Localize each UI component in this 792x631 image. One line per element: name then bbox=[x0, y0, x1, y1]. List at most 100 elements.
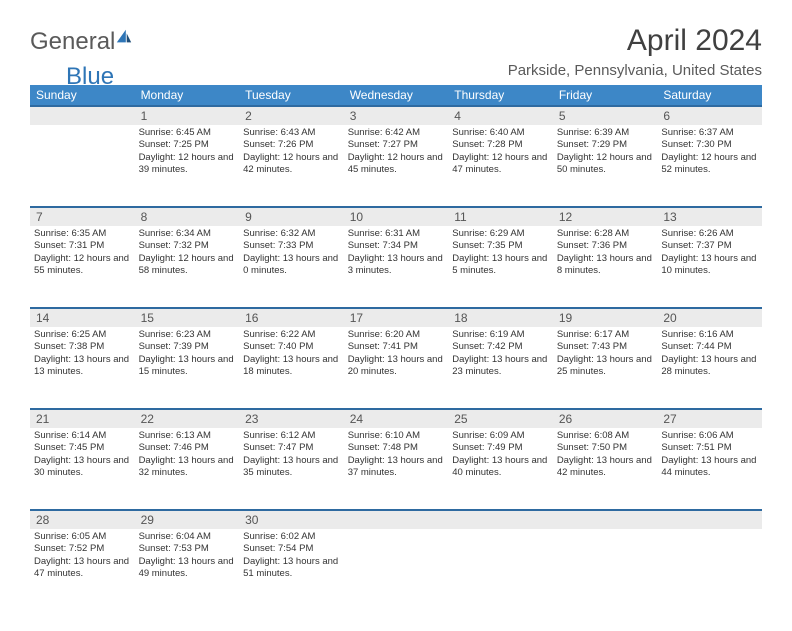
logo-text-blue: Blue bbox=[66, 63, 114, 91]
day-number: 28 bbox=[30, 510, 135, 529]
sunrise-text: Sunrise: 6:43 AM bbox=[243, 127, 340, 139]
daylight-text: Daylight: 13 hours and 42 minutes. bbox=[557, 455, 654, 480]
day-number: 23 bbox=[239, 409, 344, 428]
sunset-text: Sunset: 7:29 PM bbox=[557, 139, 654, 151]
logo-sail-icon bbox=[115, 28, 133, 46]
day-cell: Sunrise: 6:12 AMSunset: 7:47 PMDaylight:… bbox=[239, 428, 344, 510]
sunset-text: Sunset: 7:34 PM bbox=[348, 240, 445, 252]
sunrise-text: Sunrise: 6:10 AM bbox=[348, 430, 445, 442]
day-cell: Sunrise: 6:45 AMSunset: 7:25 PMDaylight:… bbox=[135, 125, 240, 207]
day-number: 6 bbox=[657, 106, 762, 125]
sunset-text: Sunset: 7:45 PM bbox=[34, 442, 131, 454]
daylight-text: Daylight: 13 hours and 37 minutes. bbox=[348, 455, 445, 480]
day-number: 4 bbox=[448, 106, 553, 125]
day-number: 10 bbox=[344, 207, 449, 226]
sunset-text: Sunset: 7:39 PM bbox=[139, 341, 236, 353]
sunrise-text: Sunrise: 6:29 AM bbox=[452, 228, 549, 240]
day-number: 20 bbox=[657, 308, 762, 327]
day-cell: Sunrise: 6:32 AMSunset: 7:33 PMDaylight:… bbox=[239, 226, 344, 308]
sunset-text: Sunset: 7:43 PM bbox=[557, 341, 654, 353]
day-cell: Sunrise: 6:43 AMSunset: 7:26 PMDaylight:… bbox=[239, 125, 344, 207]
daylight-text: Daylight: 13 hours and 47 minutes. bbox=[34, 556, 131, 581]
day-cell: Sunrise: 6:26 AMSunset: 7:37 PMDaylight:… bbox=[657, 226, 762, 308]
daylight-text: Daylight: 13 hours and 15 minutes. bbox=[139, 354, 236, 379]
day-number: 14 bbox=[30, 308, 135, 327]
sunset-text: Sunset: 7:38 PM bbox=[34, 341, 131, 353]
day-number: 8 bbox=[135, 207, 240, 226]
sunset-text: Sunset: 7:49 PM bbox=[452, 442, 549, 454]
day-cell: Sunrise: 6:23 AMSunset: 7:39 PMDaylight:… bbox=[135, 327, 240, 409]
sunrise-text: Sunrise: 6:32 AM bbox=[243, 228, 340, 240]
daylight-text: Daylight: 12 hours and 39 minutes. bbox=[139, 152, 236, 177]
daylight-text: Daylight: 12 hours and 47 minutes. bbox=[452, 152, 549, 177]
sunrise-text: Sunrise: 6:42 AM bbox=[348, 127, 445, 139]
day-cell: Sunrise: 6:25 AMSunset: 7:38 PMDaylight:… bbox=[30, 327, 135, 409]
daylight-text: Daylight: 13 hours and 0 minutes. bbox=[243, 253, 340, 278]
day-cell: Sunrise: 6:14 AMSunset: 7:45 PMDaylight:… bbox=[30, 428, 135, 510]
daylight-text: Daylight: 12 hours and 42 minutes. bbox=[243, 152, 340, 177]
sunset-text: Sunset: 7:41 PM bbox=[348, 341, 445, 353]
sunrise-text: Sunrise: 6:16 AM bbox=[661, 329, 758, 341]
sunset-text: Sunset: 7:44 PM bbox=[661, 341, 758, 353]
daylight-text: Daylight: 13 hours and 49 minutes. bbox=[139, 556, 236, 581]
day-number bbox=[30, 106, 135, 125]
daylight-text: Daylight: 13 hours and 8 minutes. bbox=[557, 253, 654, 278]
day-cell: Sunrise: 6:37 AMSunset: 7:30 PMDaylight:… bbox=[657, 125, 762, 207]
day-cell: Sunrise: 6:22 AMSunset: 7:40 PMDaylight:… bbox=[239, 327, 344, 409]
day-number: 29 bbox=[135, 510, 240, 529]
day-cell: Sunrise: 6:16 AMSunset: 7:44 PMDaylight:… bbox=[657, 327, 762, 409]
day-cell: Sunrise: 6:10 AMSunset: 7:48 PMDaylight:… bbox=[344, 428, 449, 510]
daylight-text: Daylight: 13 hours and 10 minutes. bbox=[661, 253, 758, 278]
sunset-text: Sunset: 7:42 PM bbox=[452, 341, 549, 353]
daylight-text: Daylight: 13 hours and 23 minutes. bbox=[452, 354, 549, 379]
day-cell: Sunrise: 6:13 AMSunset: 7:46 PMDaylight:… bbox=[135, 428, 240, 510]
day-cell: Sunrise: 6:40 AMSunset: 7:28 PMDaylight:… bbox=[448, 125, 553, 207]
sunset-text: Sunset: 7:40 PM bbox=[243, 341, 340, 353]
daylight-text: Daylight: 12 hours and 45 minutes. bbox=[348, 152, 445, 177]
daylight-text: Daylight: 13 hours and 40 minutes. bbox=[452, 455, 549, 480]
day-number-row: 21222324252627 bbox=[30, 409, 762, 428]
day-number: 15 bbox=[135, 308, 240, 327]
day-cell bbox=[30, 125, 135, 207]
sunrise-text: Sunrise: 6:40 AM bbox=[452, 127, 549, 139]
day-header-row: Sunday Monday Tuesday Wednesday Thursday… bbox=[30, 85, 762, 106]
sunrise-text: Sunrise: 6:45 AM bbox=[139, 127, 236, 139]
daylight-text: Daylight: 12 hours and 52 minutes. bbox=[661, 152, 758, 177]
daylight-text: Daylight: 13 hours and 20 minutes. bbox=[348, 354, 445, 379]
day-header: Monday bbox=[135, 85, 240, 106]
sunrise-text: Sunrise: 6:39 AM bbox=[557, 127, 654, 139]
daylight-text: Daylight: 13 hours and 3 minutes. bbox=[348, 253, 445, 278]
daylight-text: Daylight: 13 hours and 32 minutes. bbox=[139, 455, 236, 480]
daylight-text: Daylight: 13 hours and 30 minutes. bbox=[34, 455, 131, 480]
day-cell: Sunrise: 6:08 AMSunset: 7:50 PMDaylight:… bbox=[553, 428, 658, 510]
sunrise-text: Sunrise: 6:06 AM bbox=[661, 430, 758, 442]
sunrise-text: Sunrise: 6:02 AM bbox=[243, 531, 340, 543]
day-number: 26 bbox=[553, 409, 658, 428]
day-cell: Sunrise: 6:28 AMSunset: 7:36 PMDaylight:… bbox=[553, 226, 658, 308]
month-title: April 2024 bbox=[508, 24, 762, 58]
sunset-text: Sunset: 7:33 PM bbox=[243, 240, 340, 252]
day-number bbox=[344, 510, 449, 529]
daylight-text: Daylight: 13 hours and 5 minutes. bbox=[452, 253, 549, 278]
day-cell bbox=[553, 529, 658, 611]
sunset-text: Sunset: 7:31 PM bbox=[34, 240, 131, 252]
sunrise-text: Sunrise: 6:31 AM bbox=[348, 228, 445, 240]
day-number: 3 bbox=[344, 106, 449, 125]
sunset-text: Sunset: 7:25 PM bbox=[139, 139, 236, 151]
sunset-text: Sunset: 7:47 PM bbox=[243, 442, 340, 454]
sunset-text: Sunset: 7:32 PM bbox=[139, 240, 236, 252]
day-number: 12 bbox=[553, 207, 658, 226]
day-cell: Sunrise: 6:39 AMSunset: 7:29 PMDaylight:… bbox=[553, 125, 658, 207]
calendar-table: Sunday Monday Tuesday Wednesday Thursday… bbox=[30, 85, 762, 611]
day-cell bbox=[448, 529, 553, 611]
sunrise-text: Sunrise: 6:23 AM bbox=[139, 329, 236, 341]
sunrise-text: Sunrise: 6:13 AM bbox=[139, 430, 236, 442]
daylight-text: Daylight: 13 hours and 28 minutes. bbox=[661, 354, 758, 379]
day-number bbox=[657, 510, 762, 529]
day-content-row: Sunrise: 6:45 AMSunset: 7:25 PMDaylight:… bbox=[30, 125, 762, 207]
day-number: 21 bbox=[30, 409, 135, 428]
day-cell: Sunrise: 6:05 AMSunset: 7:52 PMDaylight:… bbox=[30, 529, 135, 611]
day-number: 17 bbox=[344, 308, 449, 327]
sunset-text: Sunset: 7:52 PM bbox=[34, 543, 131, 555]
day-number: 25 bbox=[448, 409, 553, 428]
